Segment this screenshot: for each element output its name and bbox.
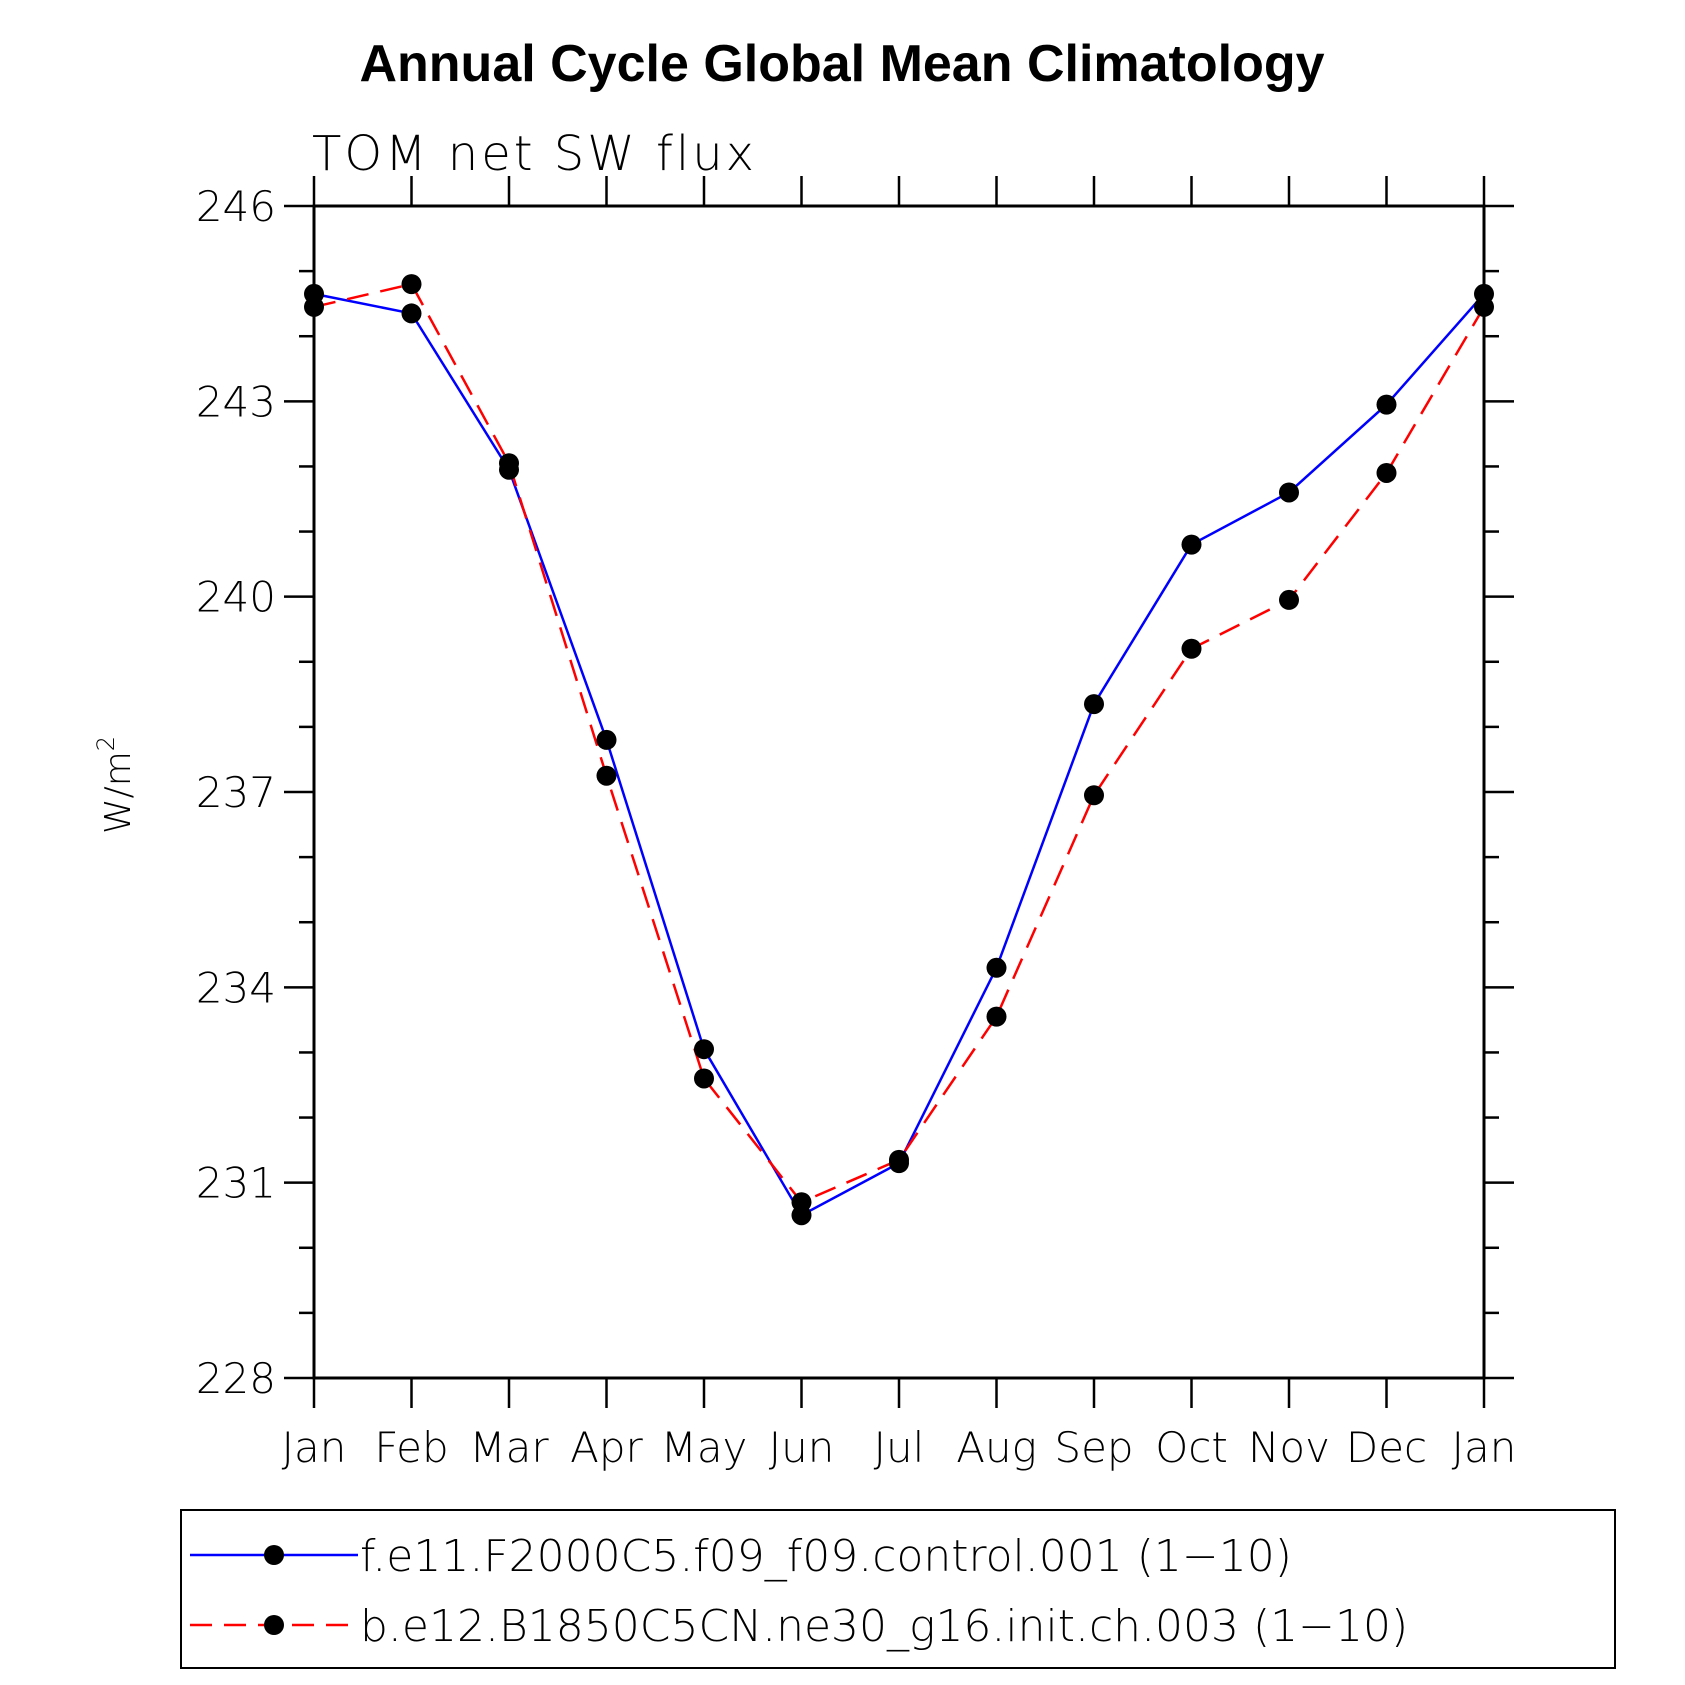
y-tick-label: 237 [196, 768, 276, 817]
legend-label: f.e11.F2000C5.f09_f09.control.001 (1−10) [360, 1531, 1292, 1582]
x-tick-label: Apr [570, 1423, 643, 1472]
x-tick-label: Jun [769, 1423, 835, 1472]
series-1 [313, 292, 1485, 1217]
svg-text:W/m2: W/m2 [92, 736, 139, 834]
y-tick-label: 240 [196, 573, 276, 622]
y-axis-label-text: W/m [98, 751, 139, 834]
data-point [401, 303, 422, 324]
x-tick-label: Aug [956, 1423, 1037, 1472]
x-tick-label: Nov [1248, 1423, 1330, 1472]
y-tick-label: 231 [196, 1159, 276, 1208]
data-point [986, 957, 1007, 978]
x-tick-label: Jul [874, 1423, 925, 1472]
x-tick-label: Dec [1346, 1423, 1427, 1472]
data-point [596, 729, 617, 750]
legend-entry-1: f.e11.F2000C5.f09_f09.control.001 (1−10) [190, 1531, 1292, 1582]
legend: f.e11.F2000C5.f09_f09.control.001 (1−10)… [180, 1509, 1616, 1669]
series-layer [304, 274, 1494, 1226]
x-tick-label: May [661, 1423, 748, 1472]
y-tick-label: 243 [196, 377, 276, 426]
chart-subtitle: TOM net SW flux [312, 126, 757, 182]
plot-axes [312, 204, 1486, 1380]
data-point [694, 1068, 714, 1089]
legend-marker [264, 1545, 284, 1565]
y-axis-ticks: 228 231 234 237 240 243 246 [196, 182, 1514, 1403]
legend-entry-2: b.e12.B1850C5CN.ne30_g16.init.ch.003 (1−… [190, 1601, 1408, 1652]
x-axis-ticks: Jan Feb Mar Apr May Jun Jul Aug Sep Oct Nov Dec Jan [282, 176, 1517, 1472]
legend-label: b.e12.B1850C5CN.ne30_g16.init.ch.003 (1−… [360, 1601, 1408, 1652]
series-markers-2 [304, 274, 1494, 1213]
data-point [1376, 394, 1397, 415]
series-line-1 [313, 292, 1485, 1217]
data-point [596, 765, 617, 786]
y-tick-label: 228 [196, 1354, 276, 1403]
data-point [1474, 296, 1494, 317]
legend-box [180, 1509, 1616, 1669]
data-point [1181, 638, 1202, 659]
data-point [889, 1149, 909, 1170]
x-tick-label: Jan [282, 1423, 347, 1472]
data-point [1084, 785, 1104, 806]
y-axis-label: W/m2 [92, 736, 139, 834]
x-tick-label: Feb [374, 1423, 448, 1472]
data-point [694, 1039, 714, 1060]
data-point [304, 296, 324, 317]
data-point [1376, 462, 1397, 483]
data-point [1084, 694, 1104, 715]
series-line-2 [313, 282, 1486, 1204]
series-2 [313, 282, 1486, 1204]
chart-title: Annual Cycle Global Mean Climatology [359, 35, 1324, 93]
y-axis-label-superscript: 2 [92, 736, 120, 751]
legend-marker [264, 1615, 284, 1635]
y-tick-label: 234 [196, 963, 276, 1012]
data-point [499, 453, 519, 474]
data-point [986, 1006, 1007, 1027]
data-point [791, 1192, 812, 1213]
data-point [1181, 534, 1202, 555]
x-tick-label: Oct [1155, 1423, 1228, 1472]
plot-frame [312, 204, 1486, 1380]
y-tick-label: 246 [196, 182, 276, 231]
x-tick-label: Sep [1054, 1423, 1133, 1472]
x-tick-label: Jan [1452, 1423, 1517, 1472]
data-point [1279, 482, 1299, 503]
x-tick-label: Mar [469, 1423, 549, 1472]
data-point [401, 274, 422, 295]
data-point [1279, 589, 1299, 610]
